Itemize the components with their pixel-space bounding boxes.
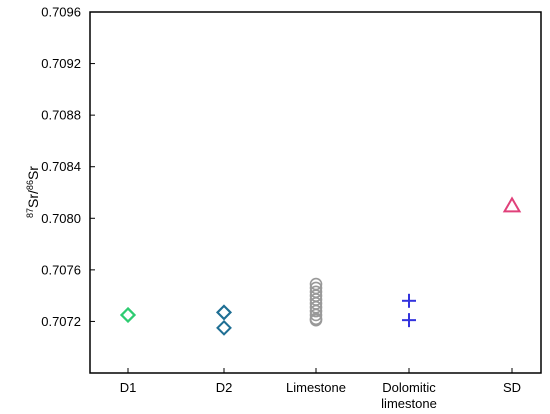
data-point-circle [309,313,323,327]
y-axis-title-sup-2: 86 [25,180,35,190]
y-axis-title-sup-1: 87 [25,208,35,218]
y-axis-title: 87Sr/86Sr [25,166,41,218]
data-point-diamond [120,307,136,323]
x-tick-label: limestone [381,396,437,411]
data-point-diamond [216,304,232,321]
data-point-plus [402,293,416,308]
data-points [120,196,522,336]
x-tick-label: SD [503,380,521,395]
data-point-plus [402,313,416,328]
plot-area [89,11,542,374]
data-point-circle [309,304,323,318]
y-tick-label: 0.7076 [41,262,81,277]
x-tick-label: D2 [216,380,233,395]
data-point-circle [309,308,323,322]
y-tick-label: 0.7080 [41,211,81,226]
y-tick-label: 0.7088 [41,108,81,123]
x-tick-label: D1 [120,380,137,395]
y-axis-title-base-1: Sr/ [25,190,41,208]
y-tick-label: 0.7092 [41,56,81,71]
y-tick-label: 0.7072 [41,314,81,329]
y-tick-label: 0.7084 [41,159,81,174]
data-point-diamond [120,307,136,323]
y-axis-ticks: 0.7072 0.7076 0.7080 0.7084 0.7088 0.7092 0.70… [41,5,95,329]
data-point-diamond [120,307,136,323]
data-point-triangle [502,196,522,213]
y-axis-title-base-2: Sr [25,166,41,180]
x-tick-label: Limestone [286,380,346,395]
data-point-diamond [216,319,232,336]
x-tick-label: Dolomitic [382,380,436,395]
data-point-diamond [216,304,232,321]
y-tick-label: 0.7096 [41,5,81,20]
